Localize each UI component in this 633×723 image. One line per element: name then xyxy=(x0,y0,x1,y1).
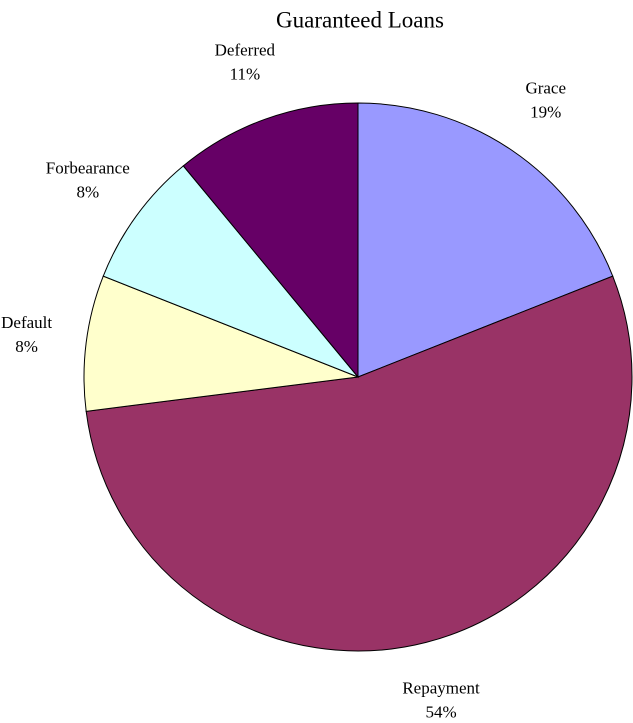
slice-value-label: 19% xyxy=(530,103,561,122)
slice-label: Grace xyxy=(525,79,566,98)
slice-label: Forbearance xyxy=(46,159,130,178)
pie-slice xyxy=(357,102,614,378)
slice-value-label: 11% xyxy=(230,65,261,84)
chart-title: Guaranteed Loans xyxy=(276,7,444,32)
slice-value-label: 54% xyxy=(425,702,456,721)
pie-slice xyxy=(85,275,633,652)
slice-label: Deferred xyxy=(215,41,276,60)
slice-value-label: 8% xyxy=(76,183,99,202)
slice-label: Default xyxy=(1,313,52,332)
slice-label: Repayment xyxy=(402,678,480,697)
pie-slice xyxy=(83,275,359,412)
pie-slice xyxy=(102,165,359,378)
pie-slice xyxy=(182,102,359,379)
slice-value-label: 8% xyxy=(15,337,38,356)
